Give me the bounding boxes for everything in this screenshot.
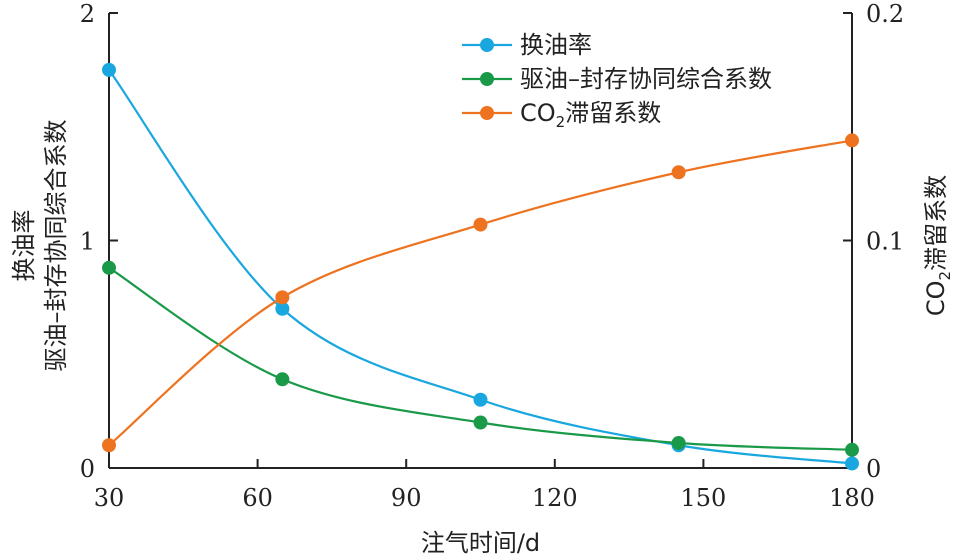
x-tick-label: 150 [680,484,726,512]
series-group [102,62,859,471]
x-tick-label: 120 [532,484,578,512]
data-point-synergy-coefficient [473,415,488,430]
data-point-synergy-coefficient [102,260,116,275]
y-left-tick-label: 0 [80,455,95,483]
data-point-co2-retention [671,165,686,180]
legend-marker-co2-retention [480,106,494,120]
y-left-tick-label: 2 [80,0,95,28]
data-point-co2-retention [473,217,488,232]
x-tick-label: 30 [94,484,125,512]
data-point-co2-retention [275,290,290,305]
y-right-tick-label: 0 [866,455,881,483]
y-left-axis-title-line1: 换油率 [10,210,38,282]
y-right-tick-label: 0.1 [866,228,904,256]
x-tick-label: 90 [391,484,422,512]
data-point-co2-retention [845,133,859,148]
data-point-synergy-coefficient [845,442,859,457]
data-point-oil-exchange-rate [473,392,488,407]
y-right-tick-label: 0.2 [866,0,904,28]
y-left-axis-title-line2: 驱油–封存协同综合系数 [42,120,70,372]
axis-titles: 注气时间/d 换油率 驱油–封存协同综合系数 CO2滞留系数 [10,120,954,558]
data-point-oil-exchange-rate [102,62,116,77]
series-line-oil-exchange-rate [108,69,853,465]
legend-label-oil-exchange-rate: 换油率 [520,31,592,59]
data-point-oil-exchange-rate [275,301,290,316]
x-tick-label: 180 [829,484,875,512]
legend-marker-synergy-coefficient [480,72,494,86]
legend-label-co2-retention: CO2滞留系数 [520,99,661,131]
data-point-oil-exchange-rate [845,456,859,471]
data-point-co2-retention [102,438,116,453]
y-right-axis-title: CO2滞留系数 [922,175,954,316]
data-point-synergy-coefficient [275,372,290,387]
x-tick-label: 60 [242,484,273,512]
legend-label-synergy-coefficient: 驱油–封存协同综合系数 [520,65,772,93]
legend-marker-oil-exchange-rate [480,38,494,52]
y-left-tick-label: 1 [80,228,95,256]
x-axis-title: 注气时间/d [421,529,540,557]
data-point-synergy-coefficient [671,435,686,450]
